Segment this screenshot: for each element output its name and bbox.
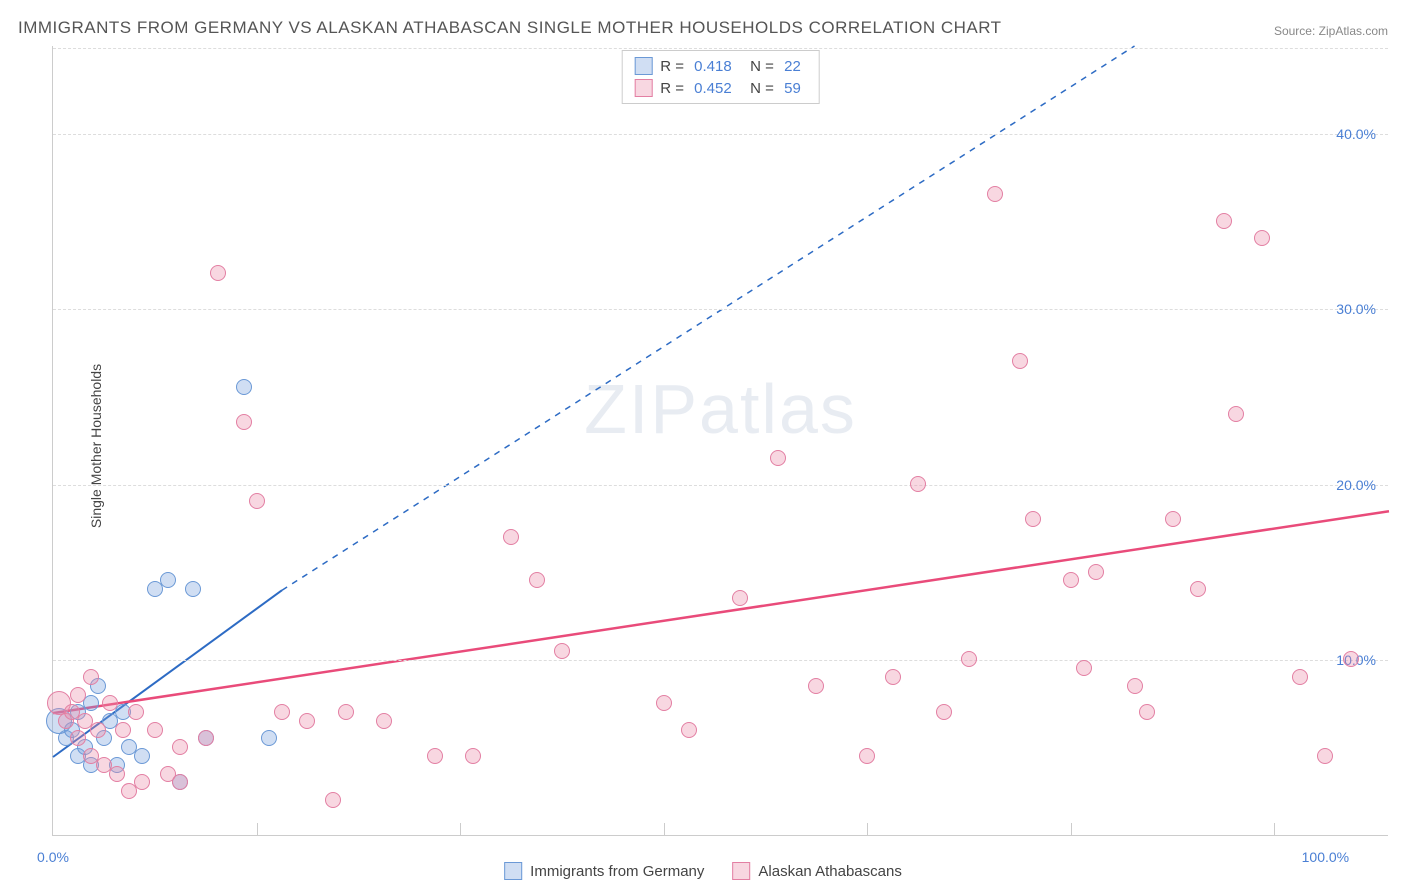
data-point (1063, 572, 1079, 588)
plot-area: ZIPatlas R = 0.418 N = 22 R = 0.452 N = 5… (52, 46, 1388, 836)
data-point (160, 572, 176, 588)
legend-label: Alaskan Athabascans (758, 863, 901, 880)
data-point (859, 748, 875, 764)
x-minor-tick (867, 823, 868, 835)
data-point (503, 529, 519, 545)
data-point (83, 669, 99, 685)
legend-item: Immigrants from Germany (504, 862, 704, 880)
data-point (338, 704, 354, 720)
legend-label: Immigrants from Germany (530, 863, 704, 880)
data-point (732, 590, 748, 606)
x-minor-tick (460, 823, 461, 835)
data-point (128, 704, 144, 720)
data-point (90, 722, 106, 738)
legend-swatch (634, 79, 652, 97)
data-point (236, 379, 252, 395)
data-point (1190, 581, 1206, 597)
chart-title: IMMIGRANTS FROM GERMANY VS ALASKAN ATHAB… (18, 18, 1002, 38)
data-point (261, 730, 277, 746)
data-point (185, 581, 201, 597)
y-tick-label: 40.0% (1336, 126, 1376, 142)
data-point (1228, 406, 1244, 422)
data-point (554, 643, 570, 659)
data-point (529, 572, 545, 588)
gridline-h (53, 309, 1388, 310)
data-point (147, 722, 163, 738)
data-point (172, 739, 188, 755)
data-point (299, 713, 315, 729)
legend-item: Alaskan Athabascans (732, 862, 901, 880)
data-point (770, 450, 786, 466)
data-point (134, 748, 150, 764)
data-point (236, 414, 252, 430)
legend-stats: R = 0.452 N = 59 (660, 80, 807, 97)
data-point (936, 704, 952, 720)
series-legend: Immigrants from Germany Alaskan Athabasca… (504, 862, 902, 880)
data-point (198, 730, 214, 746)
data-point (210, 265, 226, 281)
gridline-h (53, 134, 1388, 135)
data-point (885, 669, 901, 685)
source-label: Source: ZipAtlas.com (1274, 24, 1388, 38)
watermark: ZIPatlas (584, 369, 857, 449)
data-point (656, 695, 672, 711)
legend-swatch (504, 862, 522, 880)
data-point (1088, 564, 1104, 580)
x-tick-label: 100.0% (1302, 849, 1349, 865)
data-point (172, 774, 188, 790)
gridline-h (53, 48, 1388, 49)
data-point (70, 687, 86, 703)
data-point (1139, 704, 1155, 720)
data-point (427, 748, 443, 764)
x-minor-tick (1071, 823, 1072, 835)
data-point (134, 774, 150, 790)
legend-swatch (634, 57, 652, 75)
legend-stats: R = 0.418 N = 22 (660, 58, 807, 75)
y-tick-label: 20.0% (1336, 477, 1376, 493)
data-point (961, 651, 977, 667)
data-point (681, 722, 697, 738)
data-point (115, 722, 131, 738)
data-point (1165, 511, 1181, 527)
y-tick-label: 30.0% (1336, 301, 1376, 317)
data-point (274, 704, 290, 720)
data-point (1012, 353, 1028, 369)
x-minor-tick (1274, 823, 1275, 835)
data-point (1127, 678, 1143, 694)
data-point (1216, 213, 1232, 229)
data-point (465, 748, 481, 764)
data-point (1292, 669, 1308, 685)
legend-swatch (732, 862, 750, 880)
data-point (1076, 660, 1092, 676)
data-point (249, 493, 265, 509)
x-minor-tick (664, 823, 665, 835)
data-point (1025, 511, 1041, 527)
data-point (376, 713, 392, 729)
legend-row: R = 0.418 N = 22 (634, 55, 807, 77)
correlation-legend: R = 0.418 N = 22 R = 0.452 N = 59 (621, 50, 820, 104)
legend-row: R = 0.452 N = 59 (634, 77, 807, 99)
trend-lines-svg (53, 46, 1388, 835)
data-point (987, 186, 1003, 202)
data-point (325, 792, 341, 808)
data-point (70, 730, 86, 746)
data-point (1343, 651, 1359, 667)
data-point (109, 766, 125, 782)
data-point (808, 678, 824, 694)
data-point (1317, 748, 1333, 764)
x-tick-label: 0.0% (37, 849, 69, 865)
x-minor-tick (257, 823, 258, 835)
data-point (910, 476, 926, 492)
gridline-h (53, 485, 1388, 486)
data-point (1254, 230, 1270, 246)
gridline-h (53, 660, 1388, 661)
data-point (102, 695, 118, 711)
